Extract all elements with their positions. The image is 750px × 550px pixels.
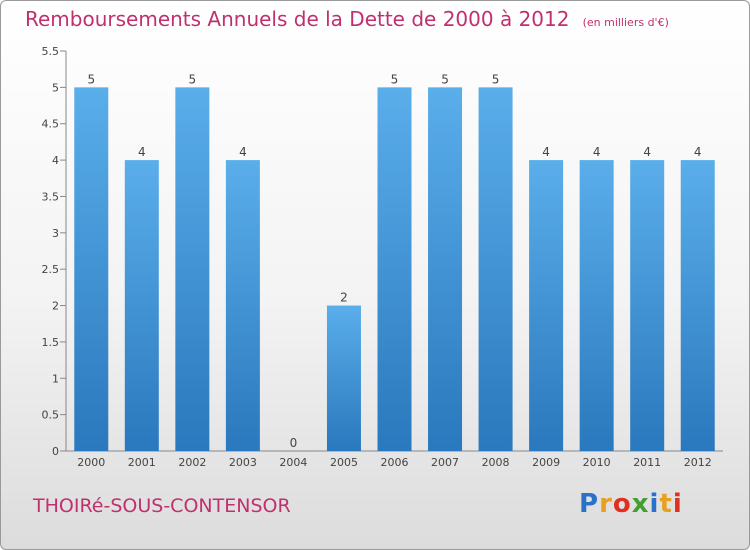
y-axis: 0 0.5 1 1.5 2 2.5 3 3.5 4 4.5 5 5.5 (42, 45, 67, 458)
brand-logo: Proxiti (579, 489, 683, 519)
bar (124, 160, 159, 451)
chart-title: Remboursements Annuels de la Dette de 20… (25, 7, 570, 31)
x-tick-label: 2012 (684, 456, 712, 469)
x-tick-label: 2008 (482, 456, 510, 469)
bar (680, 160, 715, 451)
data-label: 5 (87, 72, 95, 86)
x-tick-label: 2002 (178, 456, 206, 469)
data-label: 4 (643, 145, 651, 159)
bar (377, 87, 412, 451)
y-tick-label: 0.5 (42, 409, 60, 422)
brand-letter: i (649, 489, 660, 519)
x-tick-label: 2000 (77, 456, 105, 469)
y-tick-label: 2.5 (42, 263, 60, 276)
y-tick-label: 5 (52, 81, 59, 94)
x-tick-label: 2011 (633, 456, 661, 469)
bar (529, 160, 564, 451)
x-tick-label: 2007 (431, 456, 459, 469)
data-label: 5 (492, 72, 500, 86)
x-tick-label: 2003 (229, 456, 257, 469)
commune-name: THOIRé-SOUS-CONTENSOR (33, 495, 291, 517)
x-tick-label: 2001 (128, 456, 156, 469)
data-label: 4 (138, 145, 146, 159)
y-tick-label: 4.5 (42, 118, 60, 131)
brand-letter: P (579, 489, 600, 519)
y-tick-label: 0 (52, 445, 59, 458)
brand-letter: i (672, 489, 683, 519)
title-block: Remboursements Annuels de la Dette de 20… (25, 7, 669, 31)
x-axis: 2000 2001 2002 2003 2004 2005 2006 2007 2008 2009… (66, 450, 723, 469)
bar (326, 305, 361, 451)
bar (225, 160, 260, 451)
x-tick-label: 2005 (330, 456, 358, 469)
y-tick-label: 3.5 (42, 190, 60, 203)
data-label: 4 (593, 145, 601, 159)
x-tick-label: 2004 (279, 456, 307, 469)
data-label: 4 (239, 145, 247, 159)
data-label: 5 (441, 72, 449, 86)
y-tick-label: 3 (52, 227, 59, 240)
bar (428, 87, 463, 451)
data-label: 4 (542, 145, 550, 159)
bar (175, 87, 210, 451)
y-tick-label: 2 (52, 300, 59, 313)
x-tick-label: 2009 (532, 456, 560, 469)
data-label: 5 (189, 72, 197, 86)
data-label: 0 (290, 436, 298, 450)
y-tick-label: 4 (52, 154, 59, 167)
brand-letter: o (612, 489, 632, 519)
bar (579, 160, 614, 451)
y-tick-label: 1 (52, 372, 59, 385)
x-tick-label: 2010 (583, 456, 611, 469)
bar (478, 87, 513, 451)
data-label: 4 (694, 145, 702, 159)
bar (630, 160, 665, 451)
x-tick-label: 2006 (381, 456, 409, 469)
brand-letter: r (599, 489, 613, 519)
bar (276, 451, 311, 452)
y-tick-label: 5.5 (42, 45, 60, 58)
data-label: 5 (391, 72, 399, 86)
data-labels: 5 4 5 4 0 2 5 5 5 4 4 4 4 (87, 72, 701, 450)
bars (74, 87, 715, 452)
data-label: 2 (340, 291, 348, 305)
y-tick-label: 1.5 (42, 336, 60, 349)
bar (74, 87, 109, 451)
brand-letter: x (631, 489, 650, 519)
brand-letter: t (659, 489, 673, 519)
chart-subtitle: (en milliers d'€) (582, 16, 669, 29)
